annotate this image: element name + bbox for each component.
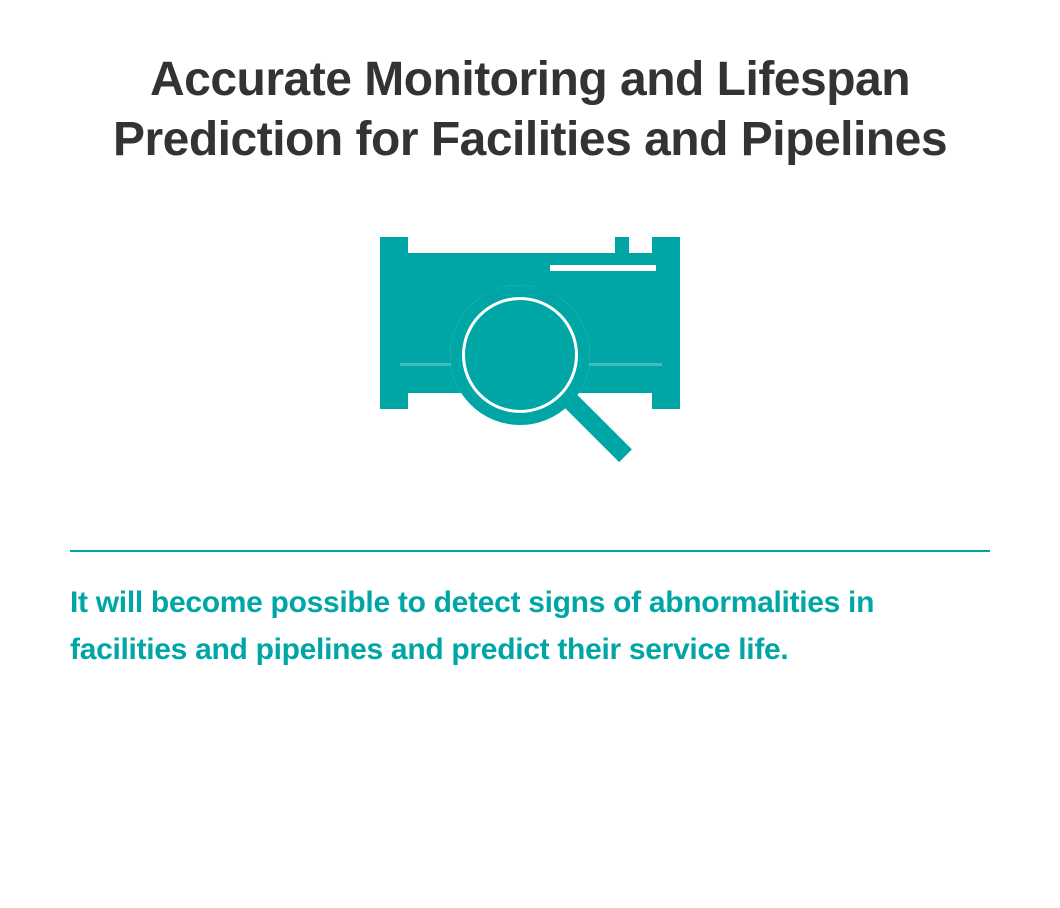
page-title: Accurate Monitoring and Lifespan Predict… [70,50,990,170]
section-divider [70,550,990,552]
description-text: It will become possible to detect signs … [70,580,990,673]
illustration-container [70,225,990,495]
pipeline-magnifier-icon [360,225,700,495]
